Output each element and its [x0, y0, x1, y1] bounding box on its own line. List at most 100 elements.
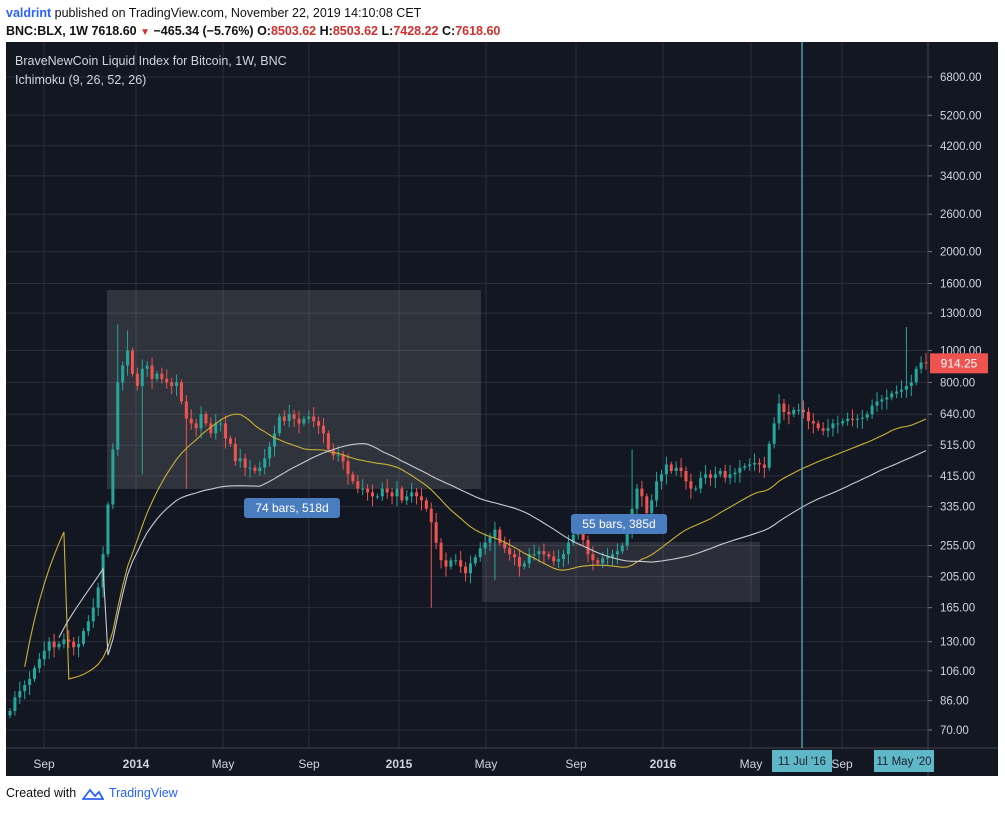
candle-body [557, 559, 561, 562]
candle-body [664, 464, 668, 475]
candle-body [199, 414, 203, 429]
candle-body [890, 393, 894, 398]
candle-body [513, 554, 517, 558]
author-link[interactable]: valdrint [6, 6, 52, 20]
bars-range-label-bg [244, 498, 340, 518]
y-tick-label: 640.00 [940, 409, 975, 421]
candle-body [42, 650, 46, 660]
candle-body [655, 481, 659, 501]
candle-body [219, 423, 223, 425]
x-tick-label: Sep [565, 757, 587, 771]
candle-body [326, 433, 330, 450]
candle-body [419, 496, 423, 501]
candle-body [253, 467, 257, 471]
candle-body [522, 563, 526, 567]
y-tick-label: 335.00 [940, 502, 975, 514]
candle-body [659, 474, 664, 482]
candle-body [650, 500, 654, 514]
candle-body [189, 418, 193, 424]
tradingview-link[interactable]: TradingView [108, 786, 178, 800]
candle-body [532, 554, 536, 556]
candle-body [380, 488, 384, 497]
price-chart[interactable]: 6800.00 5200.00 4200.00 3400.00 2600.00 2000.… [6, 42, 998, 776]
candle-body [738, 467, 742, 473]
candle-body [537, 551, 541, 555]
candle-body [792, 409, 796, 415]
candle-body [919, 362, 923, 369]
candle-body [366, 488, 370, 493]
candle-body [292, 414, 296, 419]
candle-body [444, 560, 448, 567]
candle-body [875, 401, 879, 406]
chart-panel[interactable]: 6800.00 5200.00 4200.00 3400.00 2600.00 2000.… [6, 42, 998, 776]
candle-body [209, 423, 213, 434]
candle-body [62, 639, 66, 644]
indicator-title: Ichimoku (9, 26, 52, 26) [15, 73, 147, 87]
candle-body [96, 587, 100, 608]
x-tick-label: May [740, 757, 763, 771]
down-triangle-icon: ▼ [140, 27, 151, 38]
time-marker-label: 11 Jul '16 [778, 756, 826, 768]
candle-body [674, 467, 678, 471]
candle-body [194, 423, 198, 429]
high-value: 8503.62 [332, 24, 379, 38]
candle-body [459, 560, 463, 567]
candle-body [405, 496, 409, 501]
candle-body [694, 488, 698, 490]
y-tick-label: 255.00 [940, 541, 975, 553]
y-tick-label: 86.00 [940, 696, 969, 708]
candle-body [904, 385, 908, 390]
candle-body [18, 691, 22, 698]
candle-body [635, 488, 639, 509]
y-tick-label: 4200.00 [940, 141, 982, 153]
close-value: 7618.60 [455, 24, 501, 38]
candle-body [243, 458, 247, 468]
candle-body [699, 477, 703, 489]
close-label: C: [441, 24, 456, 38]
candle-body [542, 551, 546, 555]
candle-body [13, 697, 17, 711]
candle-body [375, 496, 379, 498]
candle-body [728, 474, 732, 478]
chart-background [6, 42, 998, 776]
time-marker-bg [874, 750, 934, 772]
y-tick-label: 415.00 [940, 471, 975, 483]
candle-body [385, 488, 389, 493]
candle-body [390, 492, 394, 497]
ichimoku-line-1 [24, 413, 927, 680]
candle-body [165, 378, 169, 383]
y-tick-label: 2600.00 [940, 209, 982, 221]
candle-body [23, 684, 27, 692]
candle-body [895, 391, 899, 394]
candle-body [130, 350, 134, 374]
candle-body [175, 382, 179, 386]
last-price: 7618.60 [91, 24, 137, 38]
candle-body [126, 350, 130, 366]
candle-body [439, 542, 443, 561]
candle-body [307, 416, 311, 419]
published-text: published on TradingView.com, November 2… [54, 6, 422, 20]
candle-body [601, 558, 605, 564]
candle-body [37, 659, 41, 669]
candle-body [32, 668, 37, 680]
y-tick-label: 5200.00 [940, 110, 982, 122]
y-tick-label: 165.00 [940, 603, 975, 615]
candle-body [106, 504, 110, 555]
candle-body [753, 462, 757, 465]
candle-body [571, 534, 575, 543]
time-marker-label: 11 May '20 [876, 756, 931, 768]
x-tick-label: Sep [831, 757, 853, 771]
candle-body [899, 389, 904, 392]
candle-body [86, 621, 90, 632]
candle-body [258, 467, 262, 471]
bars-range-label: 55 bars, 385d [582, 517, 655, 531]
candle-body [277, 416, 281, 434]
candle-body [170, 382, 174, 386]
candle-body [777, 403, 781, 424]
candle-body [816, 423, 820, 429]
range-box-2014 [107, 290, 481, 489]
candle-body [762, 464, 766, 468]
candle-body [341, 455, 345, 462]
candle-body [851, 418, 855, 420]
candle-body [748, 464, 752, 467]
